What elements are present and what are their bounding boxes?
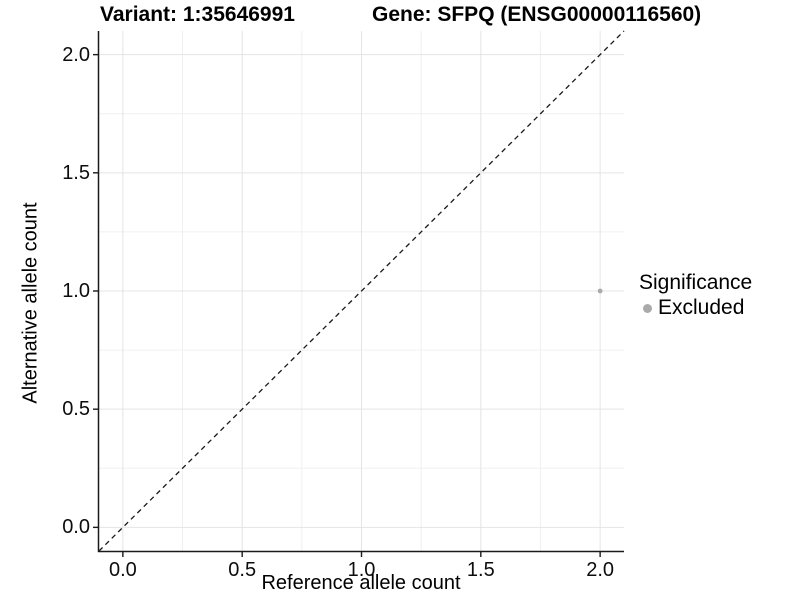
variant-title: Variant: 1:35646991 xyxy=(100,3,295,26)
x-axis-title: Reference allele count xyxy=(261,572,461,594)
identity-dashed-line xyxy=(98,30,625,552)
legend: Significance Excluded xyxy=(639,271,752,320)
y-tick-label: 0.0 xyxy=(62,516,90,539)
x-tick-label: 0.0 xyxy=(108,559,137,581)
y-axis-title: Alternative allele count xyxy=(19,202,42,404)
y-tick-label: 0.5 xyxy=(62,398,90,421)
y-tick-label: 1.0 xyxy=(62,280,90,302)
gene-title: Gene: SFPQ (ENSG00000116560) xyxy=(372,3,702,26)
x-tick-label: 2.0 xyxy=(586,559,615,581)
x-tick-label: 1.0 xyxy=(347,559,376,581)
legend-title: Significance xyxy=(639,271,753,294)
legend-item-label: Excluded xyxy=(658,296,745,319)
y-tick-label: 2.0 xyxy=(62,43,90,66)
excluded-point-icon xyxy=(643,303,652,313)
y-tick-label: 1.5 xyxy=(62,161,90,184)
data-point xyxy=(597,288,603,294)
x-tick-label: 0.5 xyxy=(228,559,257,581)
legend-item-excluded: Excluded xyxy=(639,296,752,320)
x-tick-label: 1.5 xyxy=(466,559,495,581)
